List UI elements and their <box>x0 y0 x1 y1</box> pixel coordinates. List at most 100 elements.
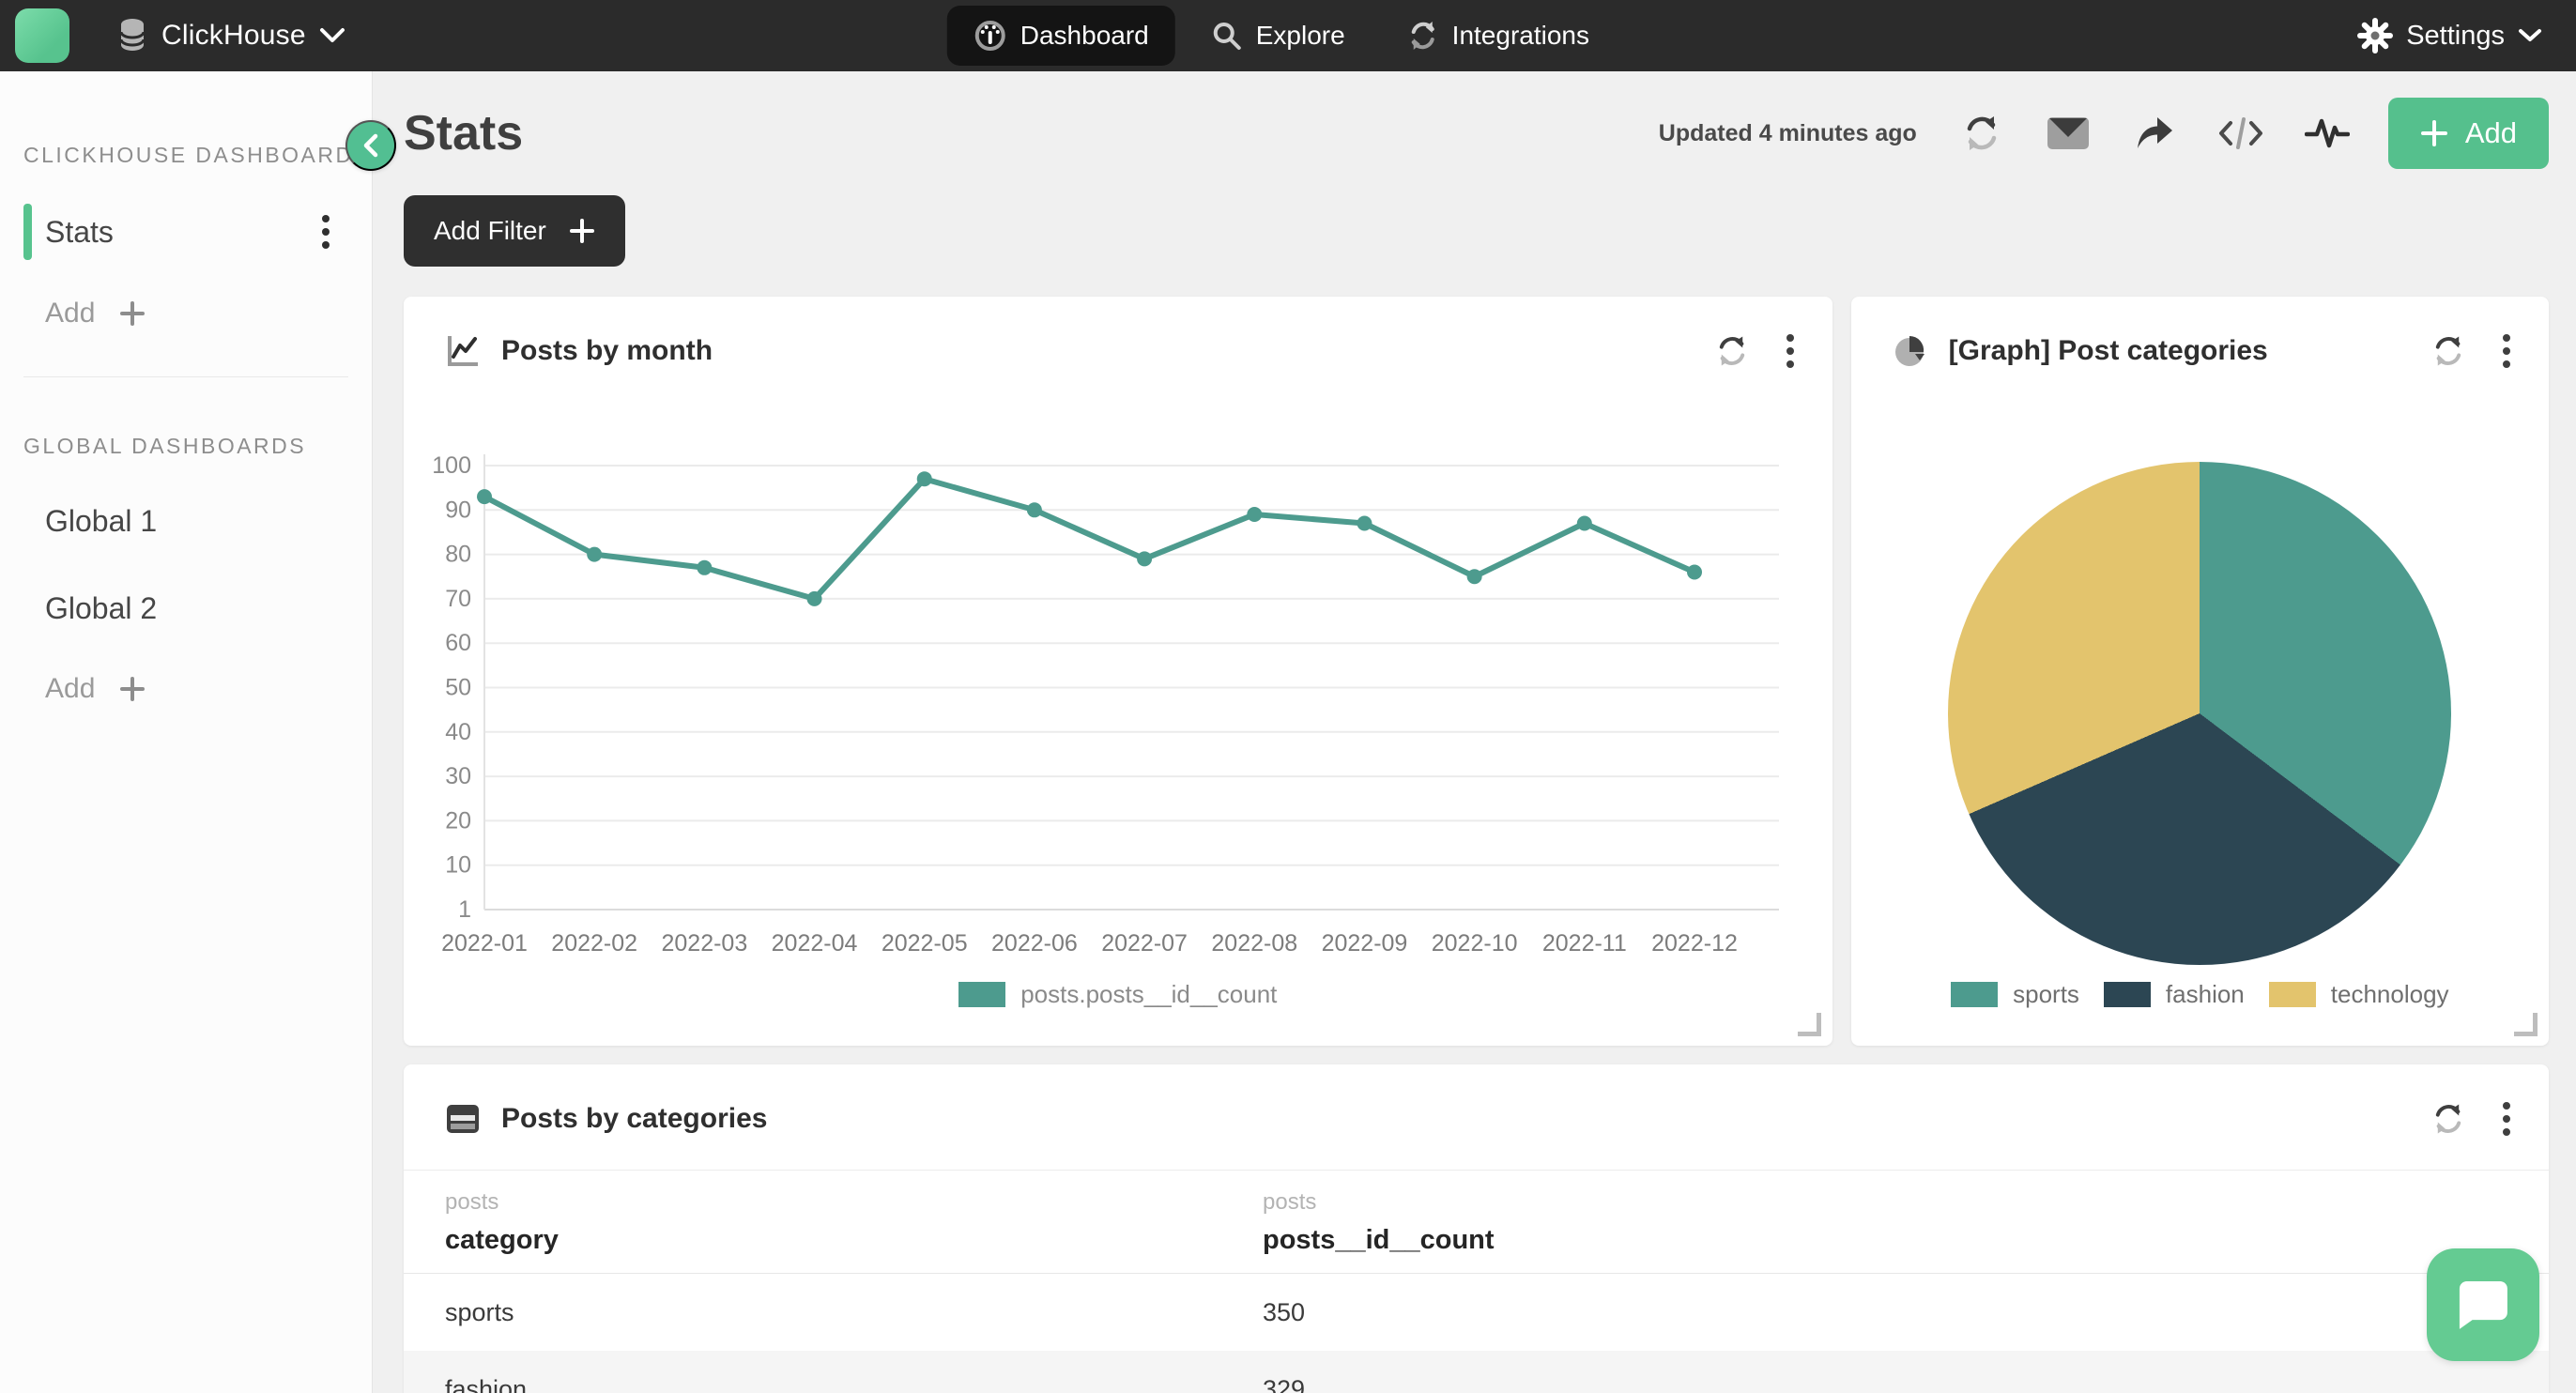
panel-menu-button[interactable] <box>1782 329 1799 374</box>
svg-text:2022-06: 2022-06 <box>991 930 1078 957</box>
sync-icon <box>1411 22 1434 50</box>
table-cell: 350 <box>1263 1297 1306 1326</box>
database-selector[interactable]: ClickHouse <box>116 17 345 54</box>
chat-bubble-icon <box>2459 1280 2507 1329</box>
activity-button[interactable] <box>2302 108 2353 159</box>
sidebar-item-global-1[interactable]: Global 1 <box>0 497 372 546</box>
sidebar-item-global-2[interactable]: Global 2 <box>0 584 372 634</box>
share-button[interactable] <box>2129 108 2180 159</box>
add-dashboard-button[interactable]: Add <box>45 298 372 329</box>
plus-icon <box>120 677 146 701</box>
sidebar-item-label: Global 1 <box>45 504 158 538</box>
tab-dashboard-label: Dashboard <box>1020 21 1149 50</box>
sidebar-item-stats[interactable]: Stats <box>0 204 372 260</box>
refresh-icon <box>2435 1104 2461 1134</box>
panel-header: [Graph] Post categories <box>1851 297 2549 374</box>
panel-actions <box>1710 329 1799 374</box>
panel-resize-handle[interactable] <box>1797 1013 1821 1036</box>
panel-title: [Graph] Post categories <box>1948 335 2268 366</box>
svg-text:100: 100 <box>432 452 471 479</box>
add-panel-button[interactable]: Add <box>2387 98 2549 169</box>
cards-row: Posts by month <box>404 297 2549 1046</box>
table-cell: 329 <box>1263 1374 1306 1393</box>
legend-label: technology <box>2330 980 2449 1008</box>
legend-label: fashion <box>2165 980 2245 1008</box>
app-logo[interactable] <box>15 8 69 63</box>
tab-explore[interactable]: Explore <box>1185 6 1372 66</box>
refresh-panel-button[interactable] <box>2427 329 2470 373</box>
column-name: category <box>445 1225 559 1255</box>
main-tabs: Dashboard Explore Integrations <box>946 0 1616 71</box>
sidebar-section-title-global: GLOBAL DASHBOARDS <box>23 434 307 458</box>
panel-title-group: [Graph] Post categories <box>1893 333 2268 369</box>
sidebar-collapse-button[interactable] <box>345 120 396 171</box>
panel-header: Posts by categories <box>404 1064 2549 1141</box>
chat-widget-button[interactable] <box>2427 1248 2539 1361</box>
tab-integrations[interactable]: Integrations <box>1381 6 1616 66</box>
svg-text:2022-02: 2022-02 <box>551 930 637 957</box>
kebab-menu-icon <box>2503 334 2510 368</box>
panel-resize-handle[interactable] <box>2514 1013 2538 1036</box>
page-header: Stats Updated 4 minutes ago <box>373 71 2576 169</box>
svg-text:2022-12: 2022-12 <box>1651 930 1738 957</box>
column-header-count[interactable]: posts posts__id__count <box>1263 1189 2549 1256</box>
table-row[interactable]: fashion 329 <box>404 1351 2549 1393</box>
panel-title: Posts by month <box>501 335 713 366</box>
panel-actions <box>2427 329 2515 374</box>
add-filter-label: Add Filter <box>434 216 546 245</box>
line-chart-icon <box>448 336 478 366</box>
sidebar-section-title-clickhouse: CLICKHOUSE DASHBOARDS <box>23 143 371 167</box>
envelope-icon <box>2047 117 2089 149</box>
table-row[interactable]: sports 350 <box>404 1274 2549 1351</box>
embed-code-button[interactable] <box>2216 108 2266 159</box>
svg-text:10: 10 <box>445 852 471 879</box>
svg-text:90: 90 <box>445 497 471 523</box>
line-chart: 1 10 20 30 40 50 60 70 80 90 100 2022-01 2022-02 2022… <box>404 437 1835 977</box>
refresh-dashboard-button[interactable] <box>1956 108 2007 159</box>
svg-text:2022-10: 2022-10 <box>1432 930 1518 957</box>
chevron-down-icon <box>319 28 345 42</box>
panel-posts-by-month: Posts by month <box>404 297 1832 1046</box>
svg-text:50: 50 <box>445 675 471 701</box>
add-label: Add <box>45 673 96 704</box>
legend-label: posts.posts__id__count <box>1020 980 1278 1008</box>
legend-item-sports: sports <box>1951 980 2079 1009</box>
email-report-button[interactable] <box>2043 108 2093 159</box>
refresh-panel-button[interactable] <box>1710 329 1754 373</box>
svg-text:60: 60 <box>445 630 471 656</box>
database-icon <box>119 19 146 51</box>
legend-swatch <box>2268 982 2316 1007</box>
table-icon <box>447 1105 479 1133</box>
pie-chart-legend: sports fashion technology <box>1851 980 2549 1009</box>
panel-menu-button[interactable] <box>2498 329 2515 374</box>
svg-text:2022-09: 2022-09 <box>1322 930 1408 957</box>
refresh-icon <box>1967 116 1997 150</box>
panel-menu-button[interactable] <box>2498 1096 2515 1141</box>
svg-text:80: 80 <box>445 542 471 568</box>
add-global-dashboard-button[interactable]: Add <box>45 673 372 705</box>
panel-post-categories-graph: [Graph] Post categories <box>1850 297 2549 1046</box>
dashboard-actions: Updated 4 minutes ago <box>1659 98 2549 169</box>
tab-dashboard[interactable]: Dashboard <box>946 6 1175 66</box>
tab-explore-label: Explore <box>1255 21 1345 50</box>
add-filter-button[interactable]: Add Filter <box>404 195 625 267</box>
svg-text:2022-03: 2022-03 <box>661 930 747 957</box>
refresh-panel-button[interactable] <box>2427 1097 2470 1140</box>
sidebar: CLICKHOUSE DASHBOARDS Stats Add GLOBAL D… <box>0 71 396 1393</box>
settings-label: Settings <box>2406 20 2505 51</box>
settings-menu[interactable]: Settings <box>2357 18 2576 54</box>
brand-name: ClickHouse <box>161 20 306 51</box>
kebab-menu-icon <box>2503 1102 2510 1136</box>
panel-posts-by-categories: Posts by categories <box>404 1064 2549 1393</box>
share-forward-icon <box>2137 117 2172 148</box>
active-indicator <box>23 204 32 260</box>
legend-item-fashion: fashion <box>2103 980 2245 1009</box>
svg-text:2022-07: 2022-07 <box>1101 930 1188 957</box>
column-header-category[interactable]: posts category <box>445 1189 1263 1256</box>
panel-title: Posts by categories <box>501 1103 768 1134</box>
plus-icon <box>120 301 146 326</box>
kebab-menu-icon[interactable] <box>321 213 330 251</box>
top-nav: ClickHouse Dashboard Explore <box>0 0 2576 71</box>
sidebar-item-label: Global 2 <box>45 591 158 625</box>
